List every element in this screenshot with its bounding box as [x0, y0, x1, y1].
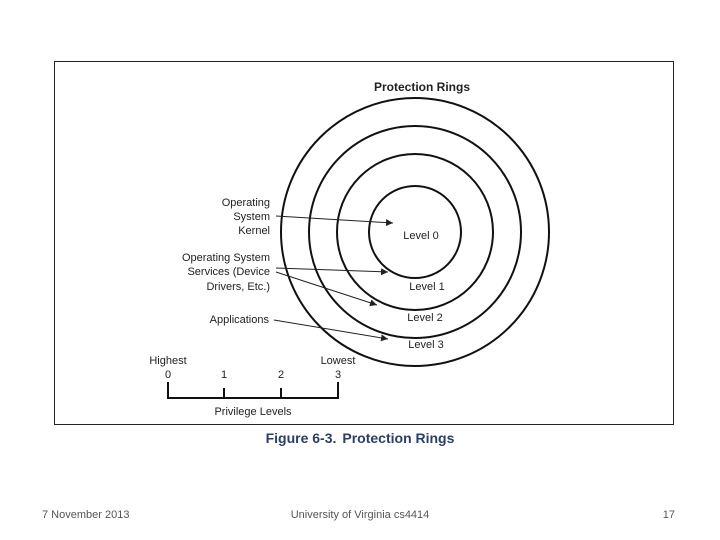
label-services-line1: Operating System [182, 252, 270, 264]
arrow-applications [273, 319, 389, 342]
privilege-scale [167, 382, 339, 399]
label-kernel-line1: Operating [222, 197, 270, 209]
privilege-lowest: Lowest [321, 355, 356, 367]
footer-date: 7 November 2013 [42, 509, 130, 521]
arrow-kernel [275, 215, 394, 227]
arrow-services-level2 [275, 271, 378, 307]
caption-number: Figure 6-3. [265, 430, 337, 446]
privilege-tick-1: 1 [221, 369, 227, 381]
figure-caption: Figure 6-3. Protection Rings [0, 430, 720, 446]
caption-title: Protection Rings [342, 430, 455, 446]
arrow-services-level1 [275, 267, 389, 276]
ring-label-level-3: Level 3 [408, 339, 443, 351]
privilege-axis-label: Privilege Levels [214, 406, 292, 418]
privilege-tick-2: 2 [278, 369, 284, 381]
ring-label-level-2: Level 2 [407, 312, 442, 324]
ring-level-0 [368, 185, 462, 279]
diagram-title: Protection Rings [374, 80, 470, 94]
footer-page-number: 17 [662, 509, 675, 521]
ring-level-3 [280, 97, 550, 367]
label-kernel-line2: System [233, 211, 270, 223]
ring-level-1 [336, 153, 494, 311]
ring-label-level-1: Level 1 [409, 281, 444, 293]
label-applications: Applications [210, 314, 270, 326]
label-services-line2: Services (Device [187, 266, 270, 278]
privilege-tick-0: 0 [165, 369, 171, 381]
footer-source: University of Virginia cs4414 [290, 509, 430, 521]
privilege-highest: Highest [149, 355, 186, 367]
privilege-tick-3: 3 [335, 369, 341, 381]
figure-frame [54, 61, 674, 425]
ring-level-2 [308, 125, 522, 339]
label-kernel-line3: Kernel [238, 225, 270, 237]
label-services-line3: Drivers, Etc.) [206, 281, 270, 293]
ring-label-level-0: Level 0 [403, 230, 438, 242]
